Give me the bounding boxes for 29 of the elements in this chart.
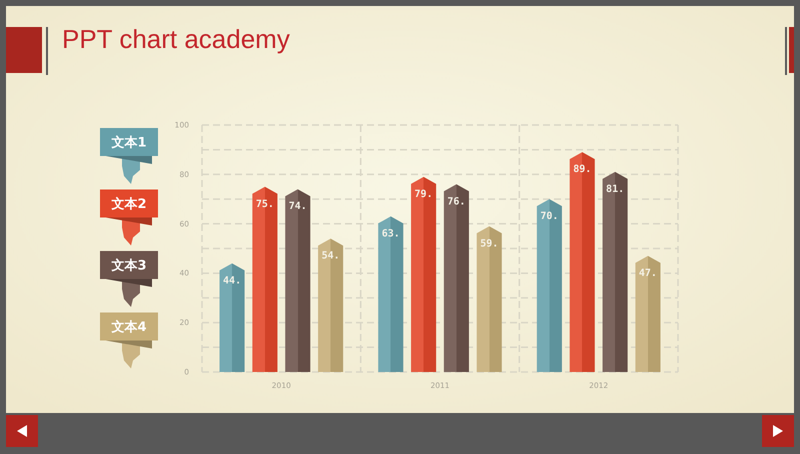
bar: [476, 226, 502, 372]
data-label: 75.: [256, 198, 274, 210]
data-label: 74.: [288, 201, 307, 212]
bar: [378, 216, 404, 372]
data-label: 76.: [447, 196, 466, 208]
bar: [252, 186, 278, 372]
bar: [570, 152, 595, 372]
bar: [444, 184, 469, 372]
text: 文本1: [110, 134, 147, 150]
legend-label: 文本2: [110, 196, 147, 212]
bar: [411, 176, 436, 372]
bar: [602, 172, 628, 372]
data-label: 79.: [414, 188, 433, 200]
bar: [536, 199, 562, 372]
chart-title: PPT chart academy: [62, 24, 290, 54]
data-label: 81.: [606, 184, 624, 195]
legend-label: 文本4: [110, 319, 147, 335]
data-label: 59.: [480, 238, 498, 250]
data-label: 89.: [573, 164, 592, 176]
bar: [635, 256, 660, 372]
bar: [318, 238, 344, 372]
bar: [220, 263, 245, 372]
bar: [285, 189, 310, 372]
data-label: 63.: [382, 228, 400, 240]
data-label: 44.: [223, 275, 242, 286]
legend-label: 文本3: [110, 258, 147, 274]
data-label: 47.: [638, 268, 657, 279]
data-label: 54.: [322, 250, 340, 262]
data-label: 70.: [540, 211, 558, 222]
